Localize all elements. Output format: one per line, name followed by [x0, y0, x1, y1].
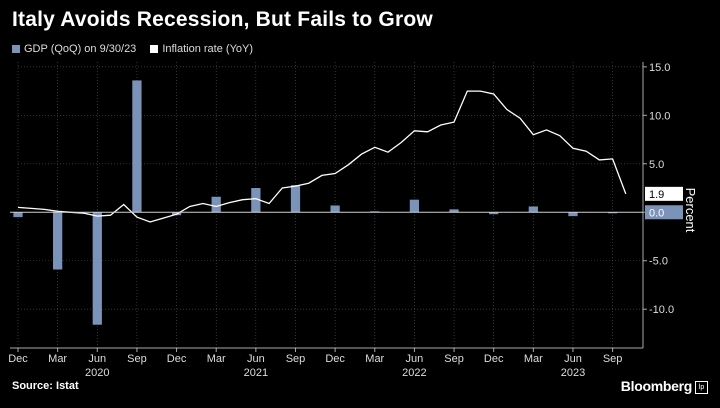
bloomberg-box-icon: lp [695, 381, 708, 394]
legend-item-inflation: Inflation rate (YoY) [150, 43, 253, 55]
x-year-label: 2021 [244, 367, 268, 379]
x-tick-label: Jun [88, 353, 106, 365]
x-tick-label: Sep [603, 353, 623, 365]
x-tick-label: Sep [286, 353, 306, 365]
gdp-bar [211, 196, 221, 213]
gdp-bar [568, 212, 578, 217]
axis-labels: 15.0 10.0 5.0 0.0 -5.0 -10.0 Dec Mar Jun Sep Dec Ma… [8, 62, 698, 379]
y-tick-label: 10.0 [649, 110, 670, 122]
end-label-gdp: 0.0 [649, 207, 664, 219]
x-tick-label: Mar [524, 353, 543, 365]
legend: GDP (QoQ) on 9/30/23 Inflation rate (YoY… [12, 43, 253, 55]
y-axis-title: Percent [683, 188, 698, 233]
y-tick-label: 15.0 [649, 62, 670, 74]
x-tick-label: Mar [365, 353, 384, 365]
legend-swatch-inflation [150, 45, 159, 53]
legend-swatch-gdp [12, 45, 20, 53]
gdp-bar [13, 212, 23, 218]
gdp-bar [489, 212, 499, 215]
x-tick-label: Jun [564, 353, 582, 365]
x-tick-label: Mar [48, 353, 67, 365]
gridlines [17, 62, 643, 348]
x-tick-label: Jun [406, 353, 424, 365]
x-year-label: 2022 [402, 367, 426, 379]
gdp-bars [13, 80, 618, 325]
gdp-bar [92, 212, 102, 325]
gdp-bar [449, 209, 459, 213]
end-label-box-inflation [645, 186, 683, 201]
x-tick-label: Mar [207, 353, 226, 365]
y-tick-label: -5.0 [649, 256, 668, 268]
x-tick-label: Dec [484, 353, 504, 365]
x-tick-label: Dec [325, 353, 345, 365]
gdp-bar [409, 199, 420, 213]
inflation-line-group [17, 90, 627, 223]
gdp-bar [53, 212, 63, 270]
end-label-box-gdp [645, 205, 683, 220]
x-tick-label: Jun [247, 353, 265, 365]
axes [10, 62, 647, 352]
legend-item-gdp: GDP (QoQ) on 9/30/23 [12, 43, 136, 55]
gdp-bar [251, 188, 261, 213]
x-year-label: 2020 [85, 367, 109, 379]
legend-label-gdp: GDP (QoQ) on 9/30/23 [24, 43, 137, 55]
y-tick-label: 5.0 [649, 159, 664, 171]
bloomberg-logo: Bloomberg [620, 378, 693, 394]
chart-title: Italy Avoids Recession, But Fails to Gro… [12, 8, 433, 31]
source-note: Source: Istat [12, 380, 79, 392]
x-tick-label: Dec [8, 353, 28, 365]
y-tick-label: -10.0 [649, 304, 674, 316]
gdp-bar [290, 185, 301, 213]
x-tick-label: Sep [127, 353, 147, 365]
inflation-line [17, 90, 627, 223]
x-tick-label: Dec [167, 353, 187, 365]
x-tick-label: Sep [444, 353, 464, 365]
gdp-bar [330, 205, 340, 213]
gdp-bar [132, 80, 142, 213]
end-label-inflation: 1.9 [649, 189, 664, 201]
legend-label-inflation: Inflation rate (YoY) [162, 43, 254, 55]
x-year-label: 2023 [561, 367, 585, 379]
gdp-bar [528, 206, 538, 213]
